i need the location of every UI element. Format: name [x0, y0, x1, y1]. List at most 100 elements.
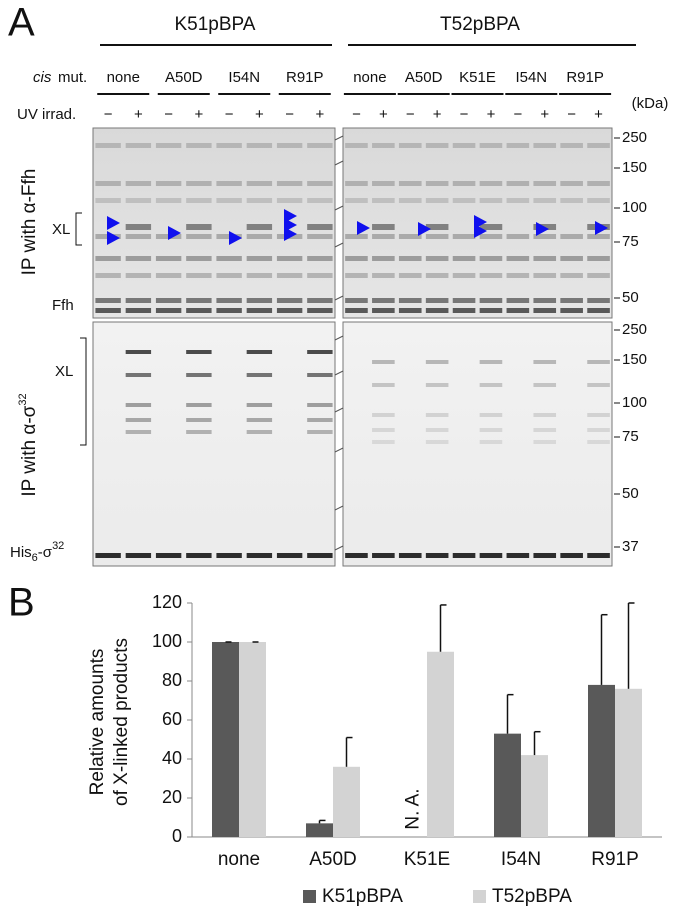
gel-band	[398, 273, 422, 278]
connector	[334, 545, 344, 551]
gel-band	[587, 428, 610, 432]
gel-band	[587, 234, 610, 239]
gel-band	[479, 413, 503, 417]
gel-band	[479, 298, 503, 303]
gel-band	[345, 143, 368, 148]
mutation-label: I54N	[515, 69, 547, 86]
gel-band	[452, 234, 476, 239]
panel-label: B	[8, 581, 35, 625]
legend-label: K51pBPA	[322, 886, 403, 907]
gel-band	[479, 428, 503, 432]
arrowhead	[474, 224, 487, 238]
gel-band	[155, 553, 182, 558]
gel-band	[246, 256, 273, 261]
marker-label: 50	[622, 289, 639, 306]
gel-band	[186, 256, 212, 261]
band-text: His	[10, 544, 32, 561]
gel-band	[307, 256, 333, 261]
error-bar	[318, 819, 326, 824]
error-bar	[627, 602, 635, 689]
connector	[334, 505, 344, 511]
uv-sign: +	[379, 106, 388, 123]
gel-band	[398, 256, 422, 261]
bar	[212, 642, 239, 837]
marker-label: 150	[622, 159, 647, 176]
gel-band	[276, 181, 303, 186]
connector	[334, 160, 344, 166]
gel-band	[307, 553, 333, 558]
gel-band	[506, 553, 530, 558]
gel-band	[425, 553, 449, 558]
gel-band	[216, 273, 242, 278]
uv-sign: −	[567, 106, 576, 123]
gel-band	[372, 383, 395, 387]
marker-label: 75	[622, 233, 639, 250]
gel-band	[246, 143, 273, 148]
band-label: His6-σ32	[10, 540, 64, 564]
x-tick-label: K51E	[404, 849, 450, 870]
gel-band	[533, 198, 557, 203]
gel-band	[345, 234, 368, 239]
gel-band	[216, 181, 242, 186]
uv-sign: +	[540, 106, 549, 123]
gel-band	[425, 143, 449, 148]
uv-sign: −	[406, 106, 415, 123]
gel-band	[452, 143, 476, 148]
gel-band	[155, 308, 182, 313]
gel-band	[560, 298, 583, 303]
gel-band	[125, 430, 152, 434]
gel-title-sup: 32	[17, 393, 29, 405]
y-tick-label: 40	[162, 748, 182, 768]
arrowhead	[418, 222, 431, 236]
gel-band	[307, 418, 333, 422]
y-tick-label: 80	[162, 670, 182, 690]
bar	[588, 684, 615, 837]
gel-band	[560, 256, 583, 261]
gel-band	[452, 308, 476, 313]
connector	[334, 370, 344, 376]
gel-band	[425, 440, 449, 444]
gel-band	[125, 403, 152, 407]
gel-band	[216, 553, 242, 558]
gel-band	[95, 308, 121, 313]
gel-band	[216, 298, 242, 303]
mutation-label: R91P	[566, 69, 604, 86]
gel-band	[533, 143, 557, 148]
gel-band	[345, 553, 368, 558]
arrowhead	[107, 216, 120, 230]
bar	[306, 823, 333, 837]
gel-band	[398, 298, 422, 303]
gel-band	[452, 553, 476, 558]
gel-band	[587, 256, 610, 261]
gel-band	[479, 273, 503, 278]
gel-band	[372, 298, 395, 303]
gel	[92, 127, 336, 319]
gel-band	[506, 256, 530, 261]
gel-band	[398, 143, 422, 148]
gel-band	[276, 298, 303, 303]
gel-title: IP with α-σ32	[17, 393, 40, 496]
gel-band	[216, 143, 242, 148]
gel-band	[533, 428, 557, 432]
mutation-label: R91P	[286, 69, 324, 86]
gel-band	[246, 308, 273, 313]
gel-band	[186, 224, 212, 230]
mutation-label: A50D	[405, 69, 443, 86]
gel-band	[533, 273, 557, 278]
gel-band	[186, 430, 212, 434]
gel-band	[506, 198, 530, 203]
gel-band	[186, 143, 212, 148]
gel-band	[246, 430, 273, 434]
gel-band	[155, 273, 182, 278]
gel-band	[533, 256, 557, 261]
gel-band	[398, 234, 422, 239]
gel-band	[125, 224, 152, 230]
legend-swatch	[473, 890, 486, 903]
gel-band	[425, 428, 449, 432]
xl-label: XL	[52, 221, 70, 238]
gel-band	[155, 181, 182, 186]
gel-band	[95, 298, 121, 303]
connector	[334, 407, 344, 413]
uv-sign: +	[594, 106, 603, 123]
gel-band	[186, 298, 212, 303]
